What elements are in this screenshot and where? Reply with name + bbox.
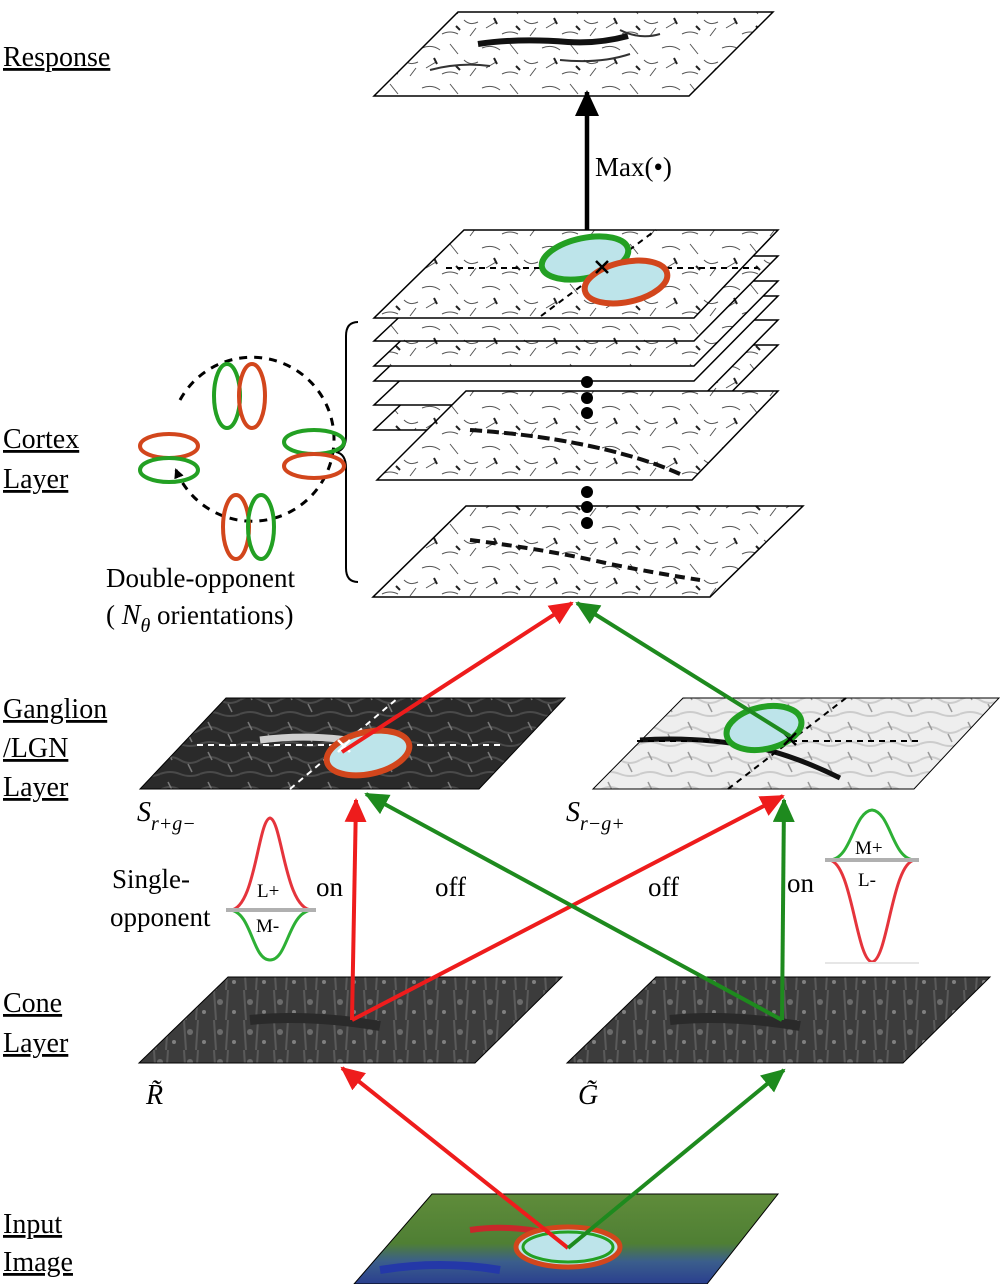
response-map bbox=[372, 11, 775, 97]
profile-left-top: L+ bbox=[257, 881, 279, 902]
input-label-line1: Input bbox=[3, 1209, 62, 1240]
cone-label-line1: Cone bbox=[3, 988, 62, 1019]
profile-right-bottom: L- bbox=[858, 870, 876, 891]
orientations-label: ( Nθ orientations) bbox=[106, 600, 293, 637]
s-rg-right-label: Sr−g+ bbox=[566, 797, 625, 835]
single-opponent-profile-left bbox=[226, 816, 316, 962]
g-tilde-label: G̃ bbox=[578, 1080, 598, 1111]
single-opponent-line1: Single- bbox=[112, 864, 190, 894]
single-opponent-line2: opponent bbox=[110, 902, 211, 932]
red-pathway bbox=[340, 601, 785, 1250]
s-rg-left-label: Sr+g− bbox=[137, 797, 196, 835]
off-left-label: off bbox=[435, 872, 466, 902]
ganglion-label-line3: Layer bbox=[3, 772, 69, 803]
max-operator-label: Max(•) bbox=[595, 152, 672, 182]
cone-label-line2: Layer bbox=[3, 1028, 69, 1059]
input-image bbox=[353, 1193, 780, 1284]
r-tilde-label: R̃ bbox=[145, 1080, 163, 1111]
cone-map-red bbox=[137, 976, 564, 1064]
input-label-line2: Image bbox=[3, 1247, 73, 1278]
cortex-brace bbox=[335, 321, 359, 583]
double-opponent-label: Double-opponent bbox=[106, 563, 295, 593]
profile-right-top: M+ bbox=[855, 838, 883, 859]
on-right-label: on bbox=[787, 868, 815, 898]
single-opponent-profile-right bbox=[825, 808, 919, 964]
ganglion-label-line1: Ganglion bbox=[3, 694, 107, 725]
off-right-label: off bbox=[648, 872, 679, 902]
ganglion-label-line2: /LGN bbox=[3, 733, 68, 764]
green-pathway bbox=[364, 601, 795, 1250]
profile-left-bottom: M- bbox=[256, 916, 279, 937]
cortex-stack bbox=[371, 229, 805, 598]
orientation-wheel bbox=[138, 355, 346, 561]
response-label: Response bbox=[3, 42, 110, 73]
cortex-label-line1: Cortex bbox=[3, 424, 79, 455]
cortex-label-line2: Layer bbox=[3, 464, 69, 495]
ganglion-map-right bbox=[591, 697, 1000, 790]
on-left-label: on bbox=[316, 872, 344, 902]
